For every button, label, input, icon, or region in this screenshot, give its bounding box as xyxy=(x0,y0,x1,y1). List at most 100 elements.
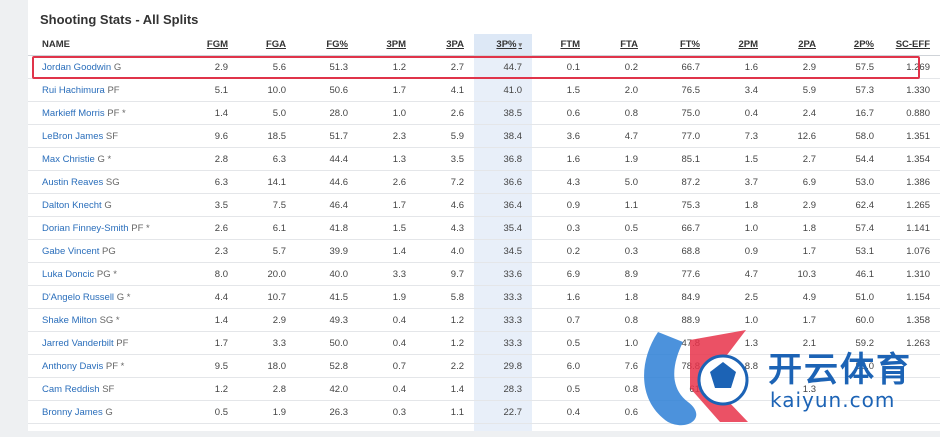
stat-cell: 56.0 xyxy=(826,354,884,378)
column-header-fgm[interactable]: FGM xyxy=(180,34,238,56)
stat-cell: 5.0 xyxy=(238,101,296,125)
column-header-name[interactable]: NAME xyxy=(28,34,180,56)
stat-cell: 34.5 xyxy=(474,239,532,263)
stat-cell: 41.5 xyxy=(296,285,358,309)
stat-cell: 1.265 xyxy=(884,193,940,217)
player-name-link[interactable]: Dorian Finney-Smith xyxy=(42,222,129,234)
stat-cell: 1.2 xyxy=(358,55,416,79)
column-header-fga[interactable]: FGA xyxy=(238,34,296,56)
column-header-2pa[interactable]: 2PA xyxy=(768,34,826,56)
player-name-link[interactable]: Luka Doncic xyxy=(42,268,95,280)
column-header-ft-[interactable]: FT% xyxy=(648,34,710,56)
stat-cell: 0.4 xyxy=(358,308,416,332)
player-name-link[interactable]: Austin Reaves xyxy=(42,176,104,188)
player-name-link[interactable]: Dalton Knecht xyxy=(42,199,102,211)
stat-cell: 7.5 xyxy=(238,193,296,217)
stat-cell: 3.3 xyxy=(358,262,416,286)
stat-cell: 51.7 xyxy=(296,124,358,148)
stat-cell: 4.0 xyxy=(416,239,474,263)
column-header-label: SC-EFF xyxy=(895,39,930,50)
stat-cell: 52.8 xyxy=(296,354,358,378)
stat-cell: 0.8 xyxy=(590,377,648,401)
column-header-label: 3P% xyxy=(496,39,517,50)
stat-cell: 0.9 xyxy=(532,193,590,217)
stat-cell: 2.6 xyxy=(358,170,416,194)
player-name-link[interactable]: Jarred Vanderbilt xyxy=(42,337,114,349)
stat-cell: 10.3 xyxy=(768,262,826,286)
player-position: SG xyxy=(105,176,120,188)
player-cell: Bronny James G xyxy=(28,400,180,424)
stat-cell: 1.6 xyxy=(710,55,768,79)
column-header-fg-[interactable]: FG% xyxy=(296,34,358,56)
stat-cell: 66.7 xyxy=(648,55,710,79)
stat-cell: 9.7 xyxy=(416,262,474,286)
player-cell: Max Christie G * xyxy=(28,147,180,171)
stat-cell: 1.2 xyxy=(416,308,474,332)
stat-cell: 1.2 xyxy=(416,331,474,355)
column-header-sc-eff[interactable]: SC-EFF xyxy=(884,34,940,56)
stat-cell: 44.6 xyxy=(296,170,358,194)
table-row: Bronny James G 0.5 1.9 26.3 0.3 1.1 22.7 0.4 0.6 xyxy=(28,400,940,424)
player-name-link[interactable]: Gabe Vincent xyxy=(42,245,100,257)
player-name-link[interactable]: Anthony Davis xyxy=(42,360,104,372)
player-cell: Gabe Vincent PG xyxy=(28,239,180,263)
table-row: Anthony Davis PF * 9.5 18.0 52.8 0.7 2.2 29.8 6… xyxy=(28,354,940,378)
player-name-link[interactable]: Bronny James xyxy=(42,406,103,418)
player-name-link[interactable]: LeBron James xyxy=(42,130,104,142)
stat-cell: 2.5 xyxy=(416,423,474,431)
player-name-link[interactable]: Shake Milton xyxy=(42,314,97,326)
column-header-label: 2PM xyxy=(738,39,758,50)
player-name-link[interactable]: D'Angelo Russell xyxy=(42,291,115,303)
stat-cell: 1.7 xyxy=(768,308,826,332)
stat-cell: 3.4 xyxy=(710,78,768,102)
stat-cell: 6.3 xyxy=(180,170,238,194)
stat-cell: 1.4 xyxy=(180,308,238,332)
stat-cell: 8.0 xyxy=(180,262,238,286)
player-name-link[interactable]: Max Christie xyxy=(42,153,95,165)
stat-cell: 18.5 xyxy=(238,124,296,148)
stat-cell: 28.0 xyxy=(296,101,358,125)
column-header-ftm[interactable]: FTM xyxy=(532,34,590,56)
player-cell: Jordan Goodwin G xyxy=(28,55,180,79)
column-header-3pa[interactable]: 3PA xyxy=(416,34,474,56)
stat-cell: 8.8 xyxy=(710,354,768,378)
stat-cell: 3.7 xyxy=(710,170,768,194)
stat-cell: 1.7 xyxy=(358,78,416,102)
stat-cell: 57.4 xyxy=(826,216,884,240)
player-position: G xyxy=(104,430,111,432)
player-position: SF xyxy=(105,130,119,142)
player-cell: Austin Reaves SG xyxy=(28,170,180,194)
stat-cell: 1.330 xyxy=(884,78,940,102)
stat-cell: 0.3 xyxy=(358,400,416,424)
player-name-link[interactable]: Cam Reddish xyxy=(42,383,100,395)
stat-cell: 6.1 xyxy=(238,216,296,240)
player-position: PG xyxy=(102,245,116,257)
stat-cell: 2.3 xyxy=(358,124,416,148)
stat-cell: 10.7 xyxy=(238,285,296,309)
column-header-2p-[interactable]: 2P% xyxy=(826,34,884,56)
stat-cell: 0.5 xyxy=(180,400,238,424)
stat-cell: 5.1 xyxy=(180,78,238,102)
stat-cell: 1.0 xyxy=(358,101,416,125)
shooting-stats-panel: Shooting Stats - All Splits NAME FGM FGA FG… xyxy=(28,0,940,431)
stat-cell: 1.386 xyxy=(884,170,940,194)
player-name-link[interactable]: Quincy Olivari xyxy=(42,430,101,432)
column-header-3pm[interactable]: 3PM xyxy=(358,34,416,56)
stat-cell: 1.5 xyxy=(532,78,590,102)
stat-cell: 29.8 xyxy=(474,354,532,378)
stat-cell: 0.4 xyxy=(358,331,416,355)
player-name-link[interactable]: Jordan Goodwin xyxy=(42,61,112,73)
player-name-link[interactable]: Markieff Morris xyxy=(42,107,105,119)
stat-cell: 2.7 xyxy=(768,147,826,171)
stat-cell: 33.3 xyxy=(474,331,532,355)
stat-cell: 84.9 xyxy=(648,285,710,309)
column-header-3p-[interactable]: 3P% ▾ xyxy=(474,34,532,56)
column-header-fta[interactable]: FTA xyxy=(590,34,648,56)
column-header-2pm[interactable]: 2PM xyxy=(710,34,768,56)
player-name-link[interactable]: Rui Hachimura xyxy=(42,84,105,96)
stat-cell: 7.6 xyxy=(590,354,648,378)
stat-cell: 33.6 xyxy=(474,262,532,286)
stat-cell: 4.1 xyxy=(416,78,474,102)
stat-cell: 1.1 xyxy=(416,400,474,424)
sort-down-icon: ▾ xyxy=(518,42,522,49)
